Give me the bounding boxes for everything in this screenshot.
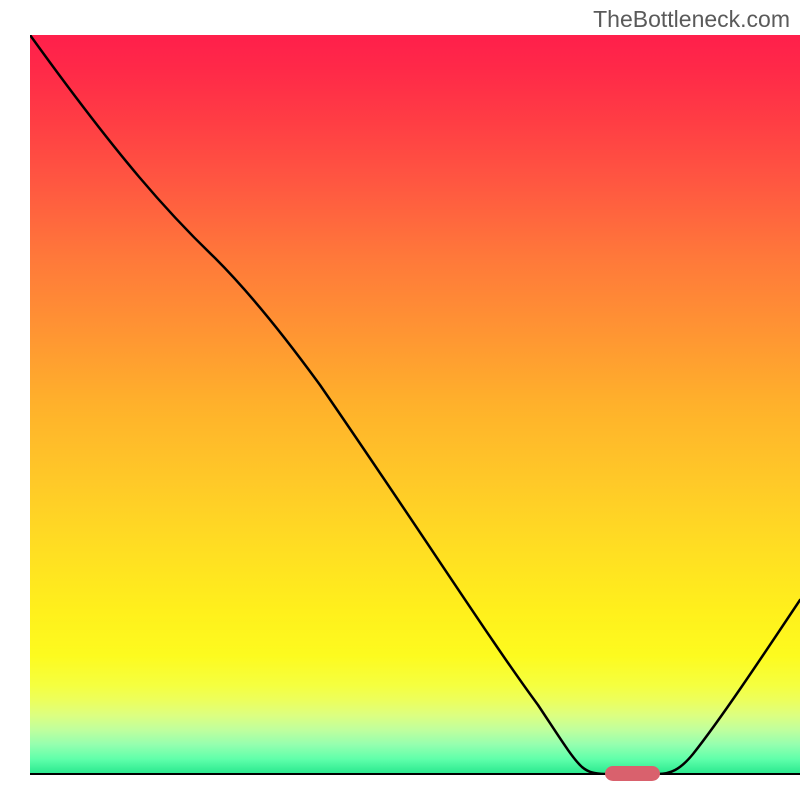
optimal-marker — [605, 766, 660, 781]
gradient-background — [30, 35, 800, 774]
bottleneck-chart — [0, 0, 800, 800]
watermark-text: TheBottleneck.com — [593, 6, 790, 33]
